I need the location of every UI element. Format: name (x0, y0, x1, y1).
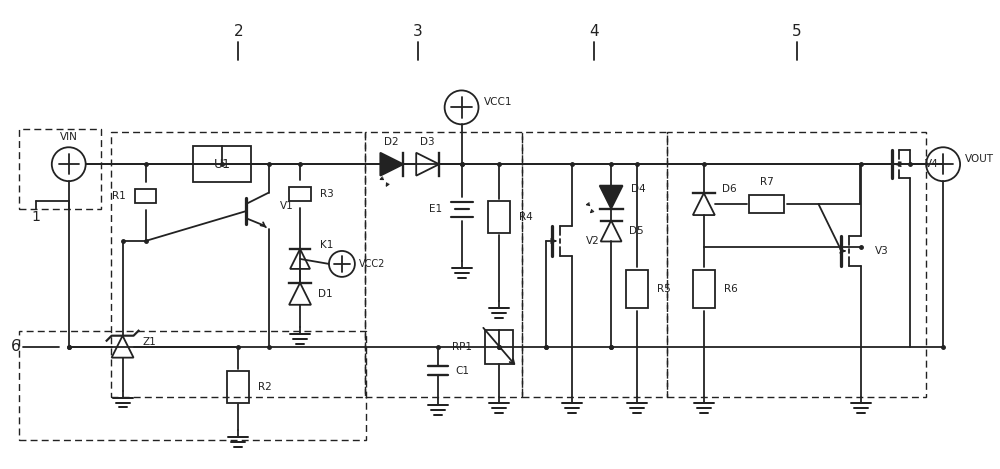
Text: V2: V2 (586, 236, 600, 246)
Text: D4: D4 (631, 184, 646, 194)
Text: 5: 5 (792, 24, 801, 39)
Bar (19, 129, 101, 209)
Bar (19, 331, 366, 440)
Text: C1: C1 (456, 366, 470, 376)
Text: RP1: RP1 (452, 342, 472, 352)
Bar (693, 270, 715, 308)
Text: D3: D3 (420, 137, 435, 147)
Text: R6: R6 (724, 284, 738, 294)
Text: E1: E1 (429, 204, 442, 214)
Text: R3: R3 (320, 189, 334, 199)
Text: V4: V4 (925, 159, 939, 169)
Text: D2: D2 (384, 137, 399, 147)
Polygon shape (600, 186, 623, 209)
Bar (227, 371, 249, 402)
Text: D5: D5 (629, 226, 644, 236)
Text: Z1: Z1 (143, 337, 156, 347)
Text: U1: U1 (214, 158, 231, 171)
Text: 2: 2 (233, 24, 243, 39)
Bar (488, 201, 510, 233)
Text: V1: V1 (280, 201, 294, 211)
Polygon shape (380, 153, 403, 176)
Bar (626, 270, 648, 308)
Bar (485, 330, 513, 363)
Text: 3: 3 (413, 24, 423, 39)
Text: R4: R4 (519, 212, 533, 222)
Bar (135, 189, 156, 203)
Text: VOUT: VOUT (965, 154, 994, 164)
Text: 4: 4 (589, 24, 599, 39)
Bar (193, 146, 251, 182)
Bar (667, 132, 926, 396)
Text: R1: R1 (112, 191, 126, 201)
Text: 1: 1 (31, 210, 40, 224)
Text: D1: D1 (318, 289, 333, 299)
Text: VCC2: VCC2 (359, 259, 385, 269)
Text: VIN: VIN (60, 132, 78, 142)
Bar (749, 195, 784, 213)
Text: D6: D6 (722, 184, 736, 194)
Bar (365, 132, 522, 396)
Text: 6: 6 (11, 339, 21, 354)
Text: R2: R2 (258, 382, 272, 392)
Bar (111, 132, 365, 396)
Bar (522, 132, 667, 396)
Text: R5: R5 (657, 284, 671, 294)
Text: R7: R7 (760, 177, 774, 187)
Text: VCC1: VCC1 (484, 98, 512, 107)
Text: K1: K1 (320, 240, 333, 250)
Text: V3: V3 (875, 246, 889, 256)
Bar (289, 187, 311, 201)
